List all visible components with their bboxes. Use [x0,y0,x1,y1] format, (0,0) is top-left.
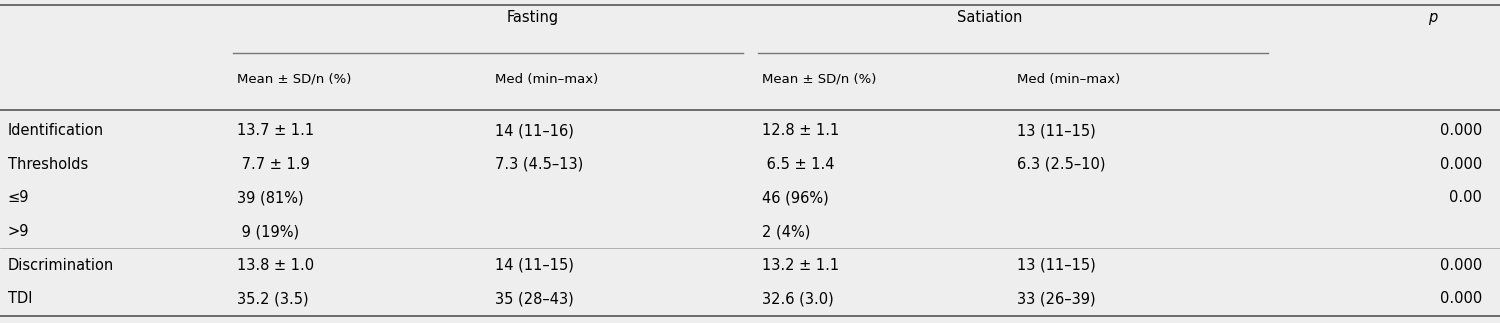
Text: >9: >9 [8,224,28,239]
Text: 9 (19%): 9 (19%) [237,224,298,239]
Text: 13.7 ± 1.1: 13.7 ± 1.1 [237,123,314,138]
Text: 6.3 (2.5–10): 6.3 (2.5–10) [1017,157,1106,172]
Text: 0.000: 0.000 [1440,157,1482,172]
Text: Med (min–max): Med (min–max) [495,73,598,86]
Text: TDI: TDI [8,291,32,306]
Text: 13 (11–15): 13 (11–15) [1017,123,1095,138]
Text: 35.2 (3.5): 35.2 (3.5) [237,291,309,306]
Text: 0.000: 0.000 [1440,123,1482,138]
Text: Mean ± SD/n (%): Mean ± SD/n (%) [237,73,351,86]
Text: ≤9: ≤9 [8,191,28,205]
Text: 13.2 ± 1.1: 13.2 ± 1.1 [762,258,839,273]
Text: Thresholds: Thresholds [8,157,87,172]
Text: 35 (28–43): 35 (28–43) [495,291,573,306]
Text: 39 (81%): 39 (81%) [237,191,303,205]
Text: 2 (4%): 2 (4%) [762,224,810,239]
Text: Identification: Identification [8,123,104,138]
Text: Fasting: Fasting [507,10,558,25]
Text: 14 (11–16): 14 (11–16) [495,123,574,138]
Text: 46 (96%): 46 (96%) [762,191,828,205]
Text: 0.00: 0.00 [1449,191,1482,205]
Text: 13 (11–15): 13 (11–15) [1017,258,1095,273]
Text: 0.000: 0.000 [1440,291,1482,306]
Text: 33 (26–39): 33 (26–39) [1017,291,1095,306]
Text: Discrimination: Discrimination [8,258,114,273]
Text: p: p [1428,10,1437,25]
Text: 7.3 (4.5–13): 7.3 (4.5–13) [495,157,584,172]
Text: Satiation: Satiation [957,10,1023,25]
Text: 32.6 (3.0): 32.6 (3.0) [762,291,834,306]
Text: Mean ± SD/n (%): Mean ± SD/n (%) [762,73,876,86]
Text: 6.5 ± 1.4: 6.5 ± 1.4 [762,157,834,172]
Text: 0.000: 0.000 [1440,258,1482,273]
Text: Med (min–max): Med (min–max) [1017,73,1120,86]
Text: 13.8 ± 1.0: 13.8 ± 1.0 [237,258,314,273]
Text: 7.7 ± 1.9: 7.7 ± 1.9 [237,157,309,172]
Text: 12.8 ± 1.1: 12.8 ± 1.1 [762,123,840,138]
Text: 14 (11–15): 14 (11–15) [495,258,574,273]
